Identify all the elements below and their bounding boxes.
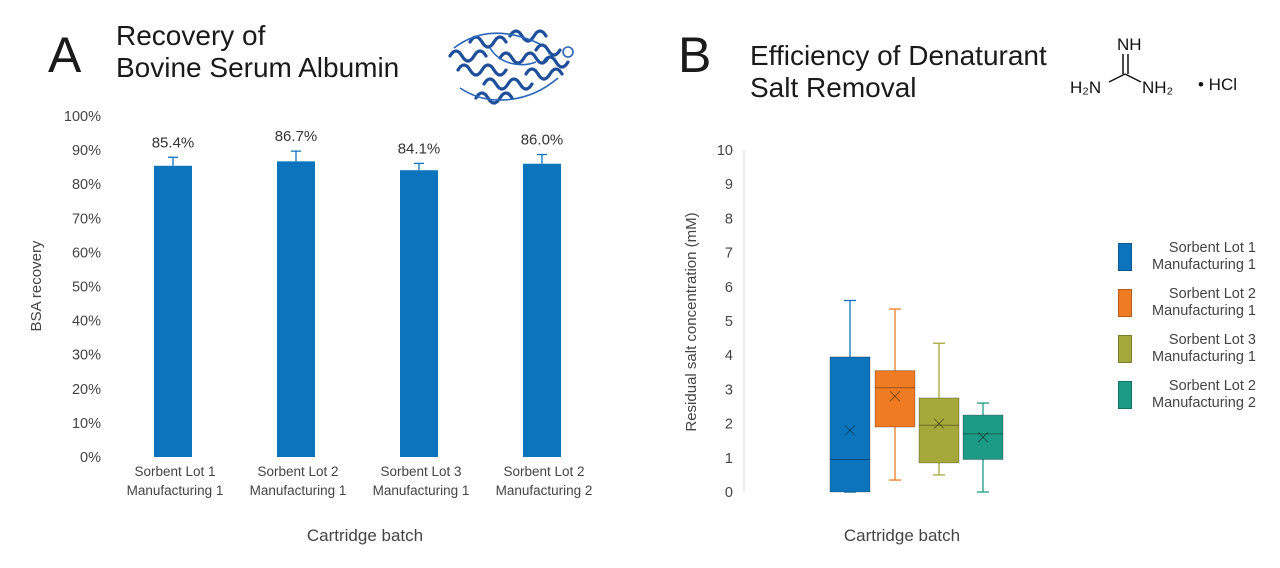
y-tick-label: 0% [80, 450, 101, 466]
x-tick-label: Manufacturing 1 [250, 483, 347, 498]
data-label: 85.4% [152, 134, 195, 151]
panel-b-title-line1: Efficiency of Denaturant [750, 40, 1047, 71]
panel-b-title: Efficiency of Denaturant Salt Removal [750, 40, 1047, 104]
y-tick-label: 3 [725, 382, 733, 398]
legend-swatch [1118, 335, 1132, 363]
bar-chart-area: 0% 10% 20% 30% 40% 50% 60% 70% 80% 90% 100% 85.4% So… [64, 109, 593, 498]
legend-swatch [1118, 289, 1132, 317]
y-tick-label: 30% [72, 348, 101, 364]
mean-marker [977, 431, 989, 443]
legend-swatch [1118, 243, 1132, 271]
legend-item: Sorbent Lot 2 Manufacturing 2 [1118, 372, 1256, 418]
box-plot-area: 0 1 2 3 4 5 6 7 8 9 10 [717, 143, 1004, 501]
x-tick-label: Sorbent Lot 2 [257, 464, 338, 479]
bar [400, 170, 438, 457]
y-tick-label: 1 [725, 451, 733, 467]
data-label: 86.7% [275, 128, 318, 145]
mean-marker [977, 431, 989, 443]
y-tick-label: 9 [725, 177, 733, 193]
y-tick-label: 50% [72, 280, 101, 296]
legend-label: Sorbent Lot 1 Manufacturing 1 [1138, 240, 1256, 274]
legend-item: Sorbent Lot 3 Manufacturing 1 [1118, 326, 1256, 372]
legend-item: Sorbent Lot 2 Manufacturing 1 [1118, 280, 1256, 326]
y-tick-label: 7 [725, 246, 733, 262]
panel-a-title-line2: Bovine Serum Albumin [116, 52, 400, 83]
x-axis-label-b: Cartridge batch [844, 526, 960, 545]
y-tick-label: 0 [725, 485, 733, 501]
legend-label-line2: Manufacturing 1 [1152, 303, 1256, 319]
legend-label: Sorbent Lot 3 Manufacturing 1 [1138, 332, 1256, 366]
box [918, 397, 960, 464]
panel-a-title-line1: Recovery of [116, 20, 266, 51]
protein-structure-icon [448, 29, 574, 105]
panel-a-title: Recovery of Bovine Serum Albumin [116, 20, 399, 84]
panel-b-letter: B [678, 27, 712, 83]
mean-marker [889, 390, 901, 402]
panel-b-title-line2: Salt Removal [750, 72, 917, 103]
legend-label-line2: Manufacturing 2 [1152, 395, 1256, 411]
box [962, 414, 1004, 461]
y-tick-label: 40% [72, 314, 101, 330]
x-tick-label: Manufacturing 1 [127, 483, 224, 498]
y-tick-label: 20% [72, 382, 101, 398]
y-tick-label: 8 [725, 211, 733, 227]
bond-right [1124, 73, 1142, 83]
legend-label: Sorbent Lot 2 Manufacturing 2 [1138, 378, 1256, 412]
mean-marker [844, 425, 856, 436]
x-tick-label: Sorbent Lot 2 [503, 464, 584, 479]
y-tick-label: 90% [72, 143, 101, 159]
legend-label-line1: Sorbent Lot 2 [1168, 378, 1256, 394]
legend-swatch [1118, 381, 1132, 409]
x-tick-label: Sorbent Lot 1 [134, 464, 215, 479]
bond-left [1108, 73, 1126, 83]
x-axis-label: Cartridge batch [307, 526, 423, 545]
legend-label-line1: Sorbent Lot 3 [1168, 332, 1256, 348]
y-tick-label: 70% [72, 211, 101, 227]
box [874, 370, 916, 428]
legend-label: Sorbent Lot 2 Manufacturing 1 [1138, 286, 1256, 320]
y-tick-label: 6 [725, 280, 733, 296]
legend-label-line2: Manufacturing 1 [1152, 257, 1256, 273]
box [829, 356, 871, 493]
legend-item: Sorbent Lot 1 Manufacturing 1 [1118, 234, 1256, 280]
nh2-label: NH₂ [1142, 78, 1173, 97]
mean-marker [933, 418, 945, 429]
y-tick-label: 60% [72, 245, 101, 261]
x-tick-label: Sorbent Lot 3 [380, 464, 461, 479]
y-tick-label: 2 [725, 417, 733, 433]
y-tick-label: 4 [725, 348, 733, 364]
legend-label-line1: Sorbent Lot 1 [1168, 240, 1256, 256]
y-tick-label: 10% [72, 416, 101, 432]
legend-label-line1: Sorbent Lot 2 [1168, 286, 1256, 302]
mean-marker [844, 425, 856, 436]
y-axis-label-b: Residual salt concentration (mM) [683, 212, 700, 431]
bsa-recovery-chart: 0% 10% 20% 30% 40% 50% 60% 70% 80% 90% 100% 85.4% So… [28, 109, 593, 545]
bar [523, 163, 561, 458]
x-tick-label: Manufacturing 2 [496, 483, 593, 498]
legend-label-line2: Manufacturing 1 [1152, 349, 1256, 365]
legend: Sorbent Lot 1 Manufacturing 1 Sorbent Lo… [1118, 234, 1256, 418]
nh-label: NH [1117, 35, 1142, 54]
x-tick-label: Manufacturing 1 [373, 483, 470, 498]
y-tick-label: 100% [64, 109, 101, 125]
panel-a-letter: A [48, 27, 82, 83]
bar [154, 165, 192, 457]
data-label: 86.0% [521, 132, 564, 149]
mean-marker [889, 390, 901, 402]
h2n-label: H₂N [1070, 78, 1101, 97]
bar [277, 161, 315, 457]
data-label: 84.1% [398, 140, 441, 157]
salt-removal-chart: 0 1 2 3 4 5 6 7 8 9 10 Residual salt concentration… [683, 143, 1004, 545]
y-axis-label: BSA recovery [28, 240, 45, 331]
y-tick-label: 80% [72, 177, 101, 193]
mean-marker [933, 418, 945, 429]
y-tick-label: 10 [717, 143, 733, 159]
hcl-label: • HCl [1198, 75, 1237, 94]
y-tick-label: 5 [725, 314, 733, 330]
guanidine-hcl-structure: NH H₂N NH₂ • HCl [1070, 35, 1237, 97]
